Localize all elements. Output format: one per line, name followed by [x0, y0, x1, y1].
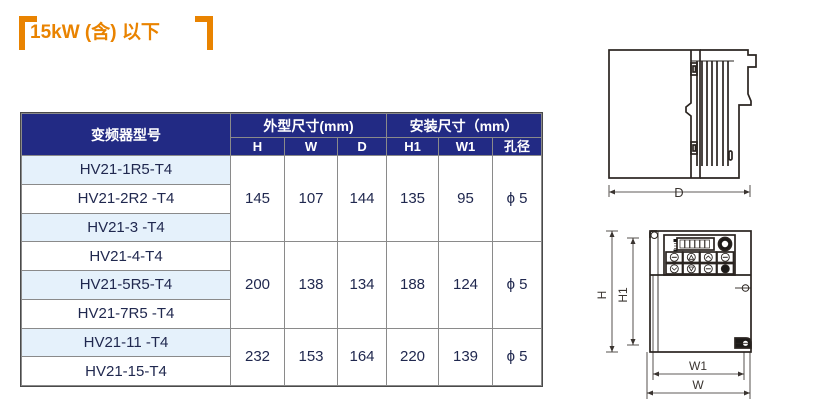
svg-text:W1: W1: [689, 359, 707, 373]
svg-text:W: W: [692, 378, 704, 392]
svg-text:H1: H1: [616, 287, 630, 303]
svg-text:D: D: [674, 185, 683, 200]
svg-text:H: H: [595, 291, 609, 300]
